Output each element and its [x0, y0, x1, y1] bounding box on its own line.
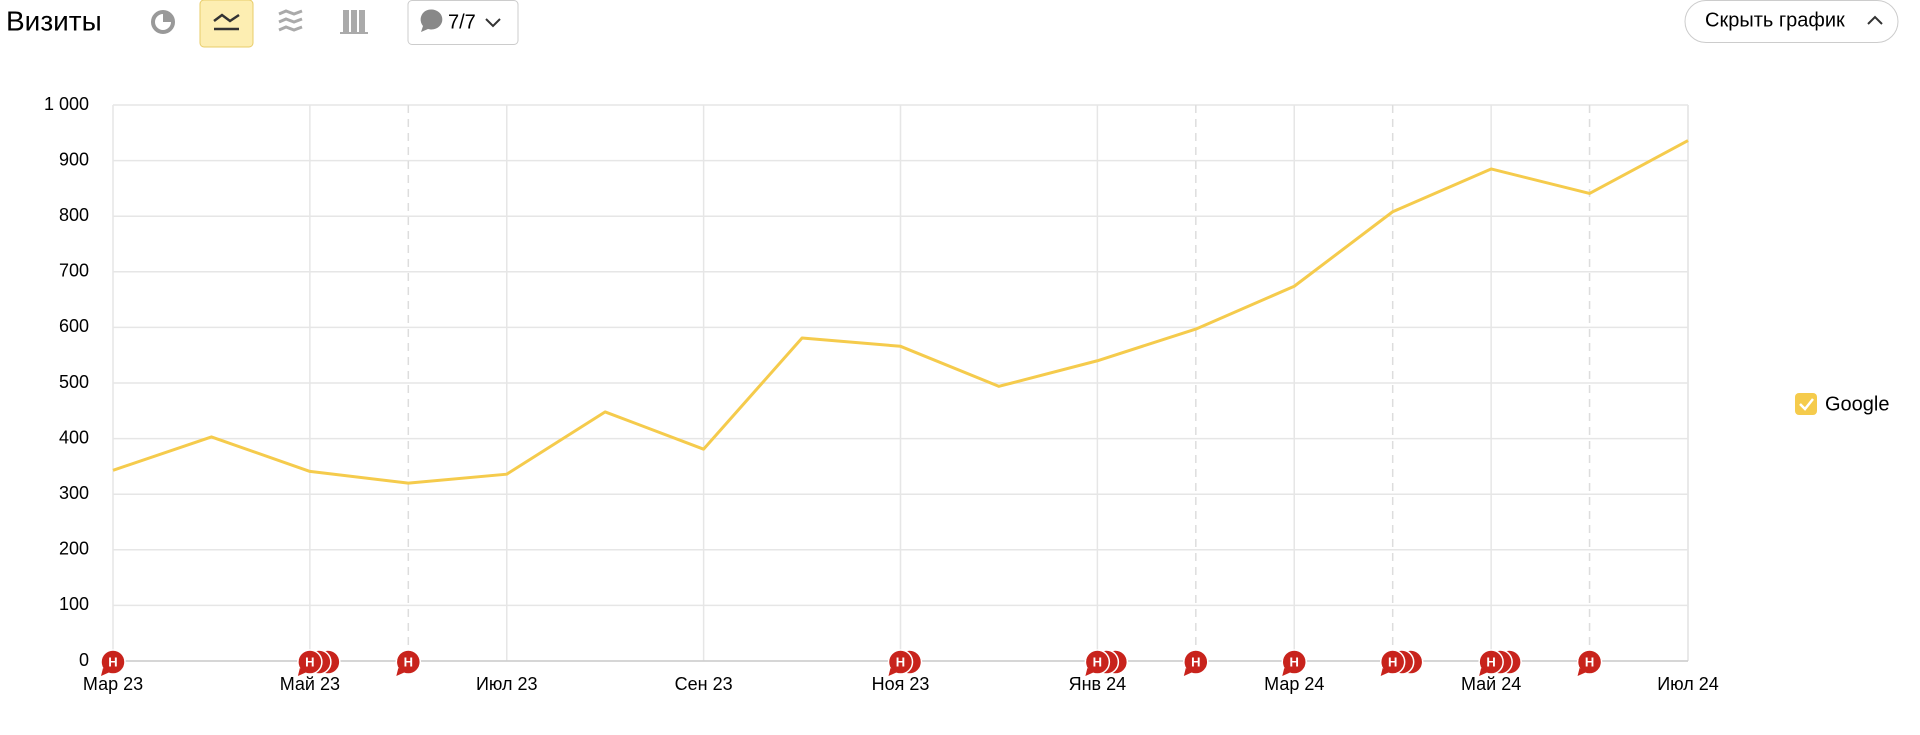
- x-tick-label: Мар 23: [83, 674, 143, 694]
- annotation-tail: [1577, 668, 1587, 676]
- annotation-tail: [297, 668, 307, 676]
- hide-chart-button[interactable]: Скрыть график: [1684, 0, 1899, 43]
- annotation-marker: [1379, 649, 1406, 675]
- icon: [420, 9, 443, 33]
- y-tick-label: 600: [59, 316, 89, 336]
- annotation-marker: [100, 649, 126, 675]
- bar-view-button[interactable]: [340, 10, 368, 34]
- comments-count: 7/7: [448, 11, 476, 33]
- annotation-label: Н: [404, 654, 413, 669]
- annotation-label: Н: [305, 654, 314, 669]
- y-tick-label: 0: [79, 650, 89, 670]
- icon: [1799, 398, 1814, 411]
- annotation-label: Н: [1486, 654, 1495, 669]
- annotation-tail: [1183, 668, 1193, 676]
- icon: [278, 25, 303, 32]
- x-tick-label: Сен 23: [675, 674, 733, 694]
- legend-label: Google: [1825, 393, 1890, 415]
- x-tick-label: Ноя 23: [872, 674, 930, 694]
- annotation-tail: [396, 668, 406, 676]
- icon: [213, 13, 240, 23]
- annotation-marker: [395, 649, 422, 675]
- annotation-tail: [1479, 668, 1489, 676]
- icon: [340, 32, 368, 34]
- annotation-label: Н: [108, 654, 117, 669]
- annotation-tail: [1085, 668, 1095, 676]
- y-tick-label: 1 000: [44, 94, 89, 114]
- icon: [485, 18, 501, 28]
- icon: [343, 10, 349, 32]
- icon: [351, 10, 357, 32]
- pie-view-button[interactable]: [151, 10, 175, 34]
- button-bg: [199, 0, 254, 48]
- annotation-tail: [1282, 668, 1292, 676]
- x-tick-label: Май 23: [280, 674, 340, 694]
- x-tick-label: Мар 24: [1264, 674, 1324, 694]
- x-tick-label: Июл 23: [476, 674, 538, 694]
- annotation-tail: [888, 668, 898, 676]
- y-tick-label: 900: [59, 149, 89, 169]
- legend-checkbox: [1795, 393, 1817, 415]
- comments-filter[interactable]: 7/7: [407, 0, 519, 45]
- legend-item[interactable]: Google: [1795, 393, 1890, 415]
- line-view-button[interactable]: [199, 0, 254, 48]
- annotation-tail: [1380, 668, 1390, 676]
- button-label: Скрыть график: [1705, 9, 1845, 31]
- annotation-label: Н: [1585, 654, 1594, 669]
- annotation-marker: [297, 649, 323, 675]
- annotation-marker: [1183, 649, 1209, 675]
- icon: [278, 17, 303, 24]
- annotation-marker: [1478, 649, 1504, 675]
- annotation-label: Н: [1290, 654, 1299, 669]
- series-line: [112, 139, 1689, 485]
- annotation-label: Н: [1388, 654, 1397, 669]
- x-tick-label: Май 24: [1461, 674, 1521, 694]
- annotation-marker: [887, 649, 914, 675]
- icon: [359, 10, 365, 32]
- annotation-label: Н: [896, 654, 905, 669]
- chart-title: Визиты: [6, 5, 102, 36]
- annotation-label: Н: [1093, 654, 1102, 669]
- annotation-marker: [1576, 649, 1603, 675]
- y-tick-label: 700: [59, 261, 89, 281]
- y-tick-label: 800: [59, 205, 89, 225]
- y-tick-label: 300: [59, 483, 89, 503]
- annotation-label: Н: [1191, 654, 1200, 669]
- y-tick-label: 200: [59, 539, 89, 559]
- annotation-tail: [101, 668, 110, 676]
- button-bg: [1684, 0, 1899, 43]
- area-view-button[interactable]: [278, 9, 303, 32]
- icon: [278, 9, 303, 16]
- icon: [1867, 15, 1883, 25]
- y-tick-label: 500: [59, 372, 89, 392]
- y-tick-label: 100: [59, 594, 89, 614]
- x-tick-label: Янв 24: [1069, 674, 1127, 694]
- y-tick-label: 400: [59, 427, 89, 447]
- icon: [163, 12, 173, 22]
- annotation-marker: [1281, 649, 1307, 675]
- annotation-marker: [1084, 649, 1111, 675]
- x-tick-label: Июл 24: [1657, 674, 1719, 694]
